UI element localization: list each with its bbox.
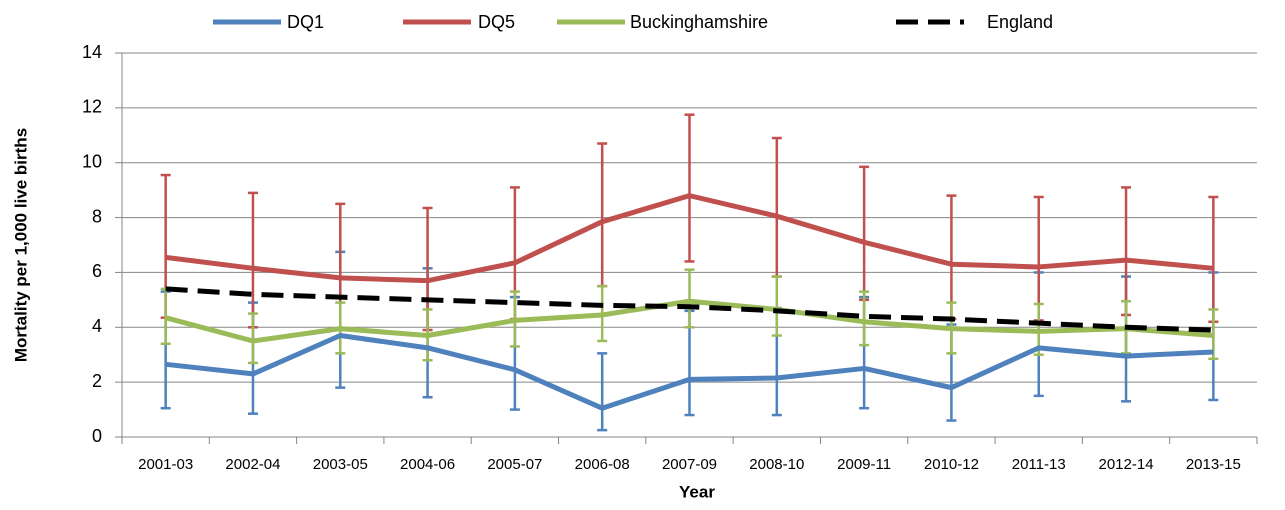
error-bar <box>771 275 782 337</box>
error-bar <box>684 268 695 329</box>
series-line <box>165 333 1214 411</box>
error-bar <box>597 352 608 432</box>
x-tick-label: 2013-15 <box>1186 456 1241 473</box>
x-tick-label: 2002-04 <box>225 456 280 473</box>
error-bar <box>684 113 695 263</box>
y-tick-label: 0 <box>92 426 102 446</box>
series-line <box>165 193 1214 284</box>
legend-label: DQ5 <box>478 12 515 32</box>
x-axis-label: Year <box>679 482 715 501</box>
error-bar <box>771 136 782 278</box>
y-axis-label: Mortality per 1,000 live births <box>11 128 30 362</box>
x-tick-label: 2005-07 <box>487 456 542 473</box>
error-bar <box>247 312 258 365</box>
x-tick-label: 2007-09 <box>662 456 717 473</box>
y-tick-label: 4 <box>92 316 102 336</box>
series-line <box>165 286 1214 333</box>
x-tick-label: 2010-12 <box>924 456 979 473</box>
x-tick-label: 2001-03 <box>138 456 193 473</box>
y-tick-label: 14 <box>82 42 102 62</box>
y-tick-label: 2 <box>92 371 102 391</box>
legend-label: DQ1 <box>287 12 324 32</box>
series-line <box>165 298 1214 344</box>
error-bar <box>946 194 957 321</box>
error-bar <box>1208 195 1219 324</box>
y-tick-label: 10 <box>82 151 102 171</box>
error-bar <box>859 165 870 302</box>
x-tick-label: 2011-13 <box>1012 456 1066 473</box>
x-tick-label: 2012-14 <box>1099 456 1154 473</box>
y-tick-label: 12 <box>82 97 102 117</box>
error-bar <box>1121 186 1132 317</box>
error-bar <box>597 142 608 288</box>
legend-label: Buckinghamshire <box>630 12 768 32</box>
x-tick-label: 2003-05 <box>313 456 368 473</box>
error-bar <box>1033 195 1044 322</box>
error-bar <box>859 290 870 347</box>
y-tick-label: 8 <box>92 206 102 226</box>
x-tick-label: 2008-10 <box>749 456 804 473</box>
legend-label: England <box>987 12 1053 32</box>
x-tick-label: 2009-11 <box>837 456 891 473</box>
y-tick-label: 6 <box>92 261 102 281</box>
error-bar <box>247 191 258 329</box>
x-tick-label: 2004-06 <box>400 456 455 473</box>
x-tick-label: 2006-08 <box>575 456 630 473</box>
